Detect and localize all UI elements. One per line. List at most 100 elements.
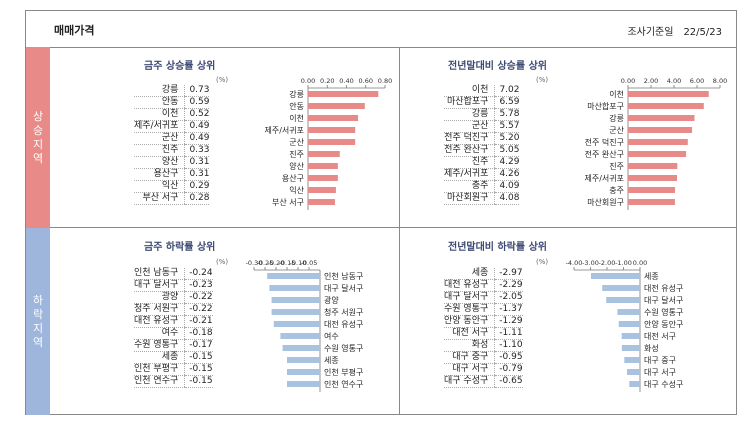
category-label: 마산합포구 xyxy=(587,101,624,111)
category-label: 여수 xyxy=(324,331,339,341)
table-row: 용산구 0.31 xyxy=(134,168,210,181)
bar xyxy=(269,285,320,291)
category-label: 양산 xyxy=(289,161,304,171)
category-label: 인천 남동구 xyxy=(324,271,363,281)
category-label: 대구 중구 xyxy=(644,356,676,365)
bar xyxy=(624,357,640,363)
category-label: 광양 xyxy=(324,295,339,305)
table-row: 군산 0.49 xyxy=(134,132,210,145)
rate-value: -0.15 xyxy=(184,363,213,376)
rate-value: 7.02 xyxy=(494,85,520,97)
panel-ytd-fall: 전년말대비 하락률 상위 (%) 세종 -2.97 대전 유성구 -2.29 대구 달서… xyxy=(400,228,736,415)
tick-label: 8.00 xyxy=(713,77,727,85)
table-row: 인천 남동구 -0.24 xyxy=(134,268,213,280)
region-name: 수원 영통구 xyxy=(134,339,185,352)
tick-label: -0.25 xyxy=(257,259,274,267)
bar xyxy=(602,285,640,291)
table-row: 충주 4.09 xyxy=(444,180,520,193)
category-label: 인천 연수구 xyxy=(324,379,363,389)
rate-value: 0.29 xyxy=(184,180,210,193)
bar xyxy=(308,199,335,205)
category-label: 제주/서귀포 xyxy=(585,173,625,183)
table-row: 대구 중구 -0.95 xyxy=(444,351,523,364)
region-name: 진주 xyxy=(444,156,495,169)
tick-label: -0.30 xyxy=(246,259,263,267)
category-label: 전주 덕진구 xyxy=(585,137,624,147)
table-row: 강릉 5.78 xyxy=(444,108,520,121)
table-row: 대구 서구 -0.79 xyxy=(444,363,523,376)
bar xyxy=(280,333,320,339)
table-row: 광양 -0.22 xyxy=(134,291,213,304)
bar xyxy=(628,175,677,181)
table-row: 대구 달서구 -2.05 xyxy=(444,291,523,304)
bar xyxy=(628,91,709,97)
region-name: 세종 xyxy=(134,351,185,364)
bar xyxy=(621,333,640,339)
tick-label: -0.10 xyxy=(290,259,307,267)
rate-value: -0.65 xyxy=(494,375,523,388)
region-name: 대구 달서구 xyxy=(444,291,495,304)
bar xyxy=(628,151,687,157)
tick-label: -0.15 xyxy=(279,259,296,267)
rate-value: 5.20 xyxy=(494,132,520,145)
tick-label: -2.00 xyxy=(599,259,616,267)
category-label: 진주 xyxy=(289,149,304,159)
rate-value: 5.78 xyxy=(494,108,520,121)
rate-value: 5.05 xyxy=(494,144,520,157)
region-name: 부산 서구 xyxy=(134,192,185,205)
table-row: 수원 영통구 -0.17 xyxy=(134,339,213,352)
table-row: 세종 -0.15 xyxy=(134,351,213,364)
table-row: 화성 -1.10 xyxy=(444,339,523,352)
category-label: 충주 xyxy=(609,186,624,195)
unit-label: (%) xyxy=(536,258,549,266)
data-table: 인천 남동구 -0.24 대구 달서구 -0.23 광양 -0.22 청주 서원구 -0.22… xyxy=(134,268,213,388)
bar xyxy=(287,369,320,375)
tick-label: 6.00 xyxy=(690,77,704,85)
table-row: 인천 부평구 -0.15 xyxy=(134,363,213,376)
rate-value: -1.11 xyxy=(494,327,523,340)
bar xyxy=(287,381,320,387)
table-row: 인천 연수구 -0.15 xyxy=(134,375,213,388)
table-row: 전주 덕진구 5.20 xyxy=(444,132,520,145)
rate-value: -0.23 xyxy=(184,279,213,292)
tick-label: -0.20 xyxy=(268,259,285,267)
table-row: 제주/서귀포 0.49 xyxy=(134,120,210,133)
region-name: 화성 xyxy=(444,339,495,352)
table-row: 마산회원구 4.08 xyxy=(444,192,520,205)
panel-title: 전년말대비 상승률 상위 xyxy=(448,61,547,72)
tick-label: -4.00 xyxy=(566,259,583,267)
category-label: 대구 달서구 xyxy=(324,284,363,293)
rate-value: 0.33 xyxy=(184,144,210,157)
category-label: 대구 달서구 xyxy=(644,296,683,305)
category-label: 안동 xyxy=(289,101,304,111)
region-name: 안동 xyxy=(134,96,185,109)
category-label: 청주 서원구 xyxy=(324,308,363,317)
bar xyxy=(308,151,340,157)
rate-value: -0.22 xyxy=(184,291,213,304)
panel-weekly-rise: 금주 상승률 상위 (%) 강릉 0.73 안동 0.59 이천 0.52 제주/서귀포 0.… xyxy=(50,47,400,228)
rate-value: 0.28 xyxy=(184,192,210,205)
table-row: 익산 0.29 xyxy=(134,180,210,193)
region-name: 세종 xyxy=(444,268,495,280)
region-name: 제주/서귀포 xyxy=(444,168,495,181)
survey-date-label: 조사기준일 xyxy=(627,27,674,38)
region-name: 대구 서구 xyxy=(444,363,495,376)
category-label: 익산 xyxy=(289,185,304,195)
rate-value: -2.97 xyxy=(494,268,523,280)
table-row: 대전 서구 -1.11 xyxy=(444,327,523,340)
table-row: 진주 4.29 xyxy=(444,156,520,169)
region-name: 군산 xyxy=(134,132,185,145)
rate-value: -2.05 xyxy=(494,291,523,304)
category-label: 대구 수성구 xyxy=(644,380,683,389)
rate-value: 4.29 xyxy=(494,156,520,169)
bar xyxy=(606,297,640,303)
data-table: 세종 -2.97 대전 유성구 -2.29 대구 달서구 -2.05 수원 영통구 -1.37… xyxy=(444,268,523,388)
rate-value: 6.59 xyxy=(494,96,520,109)
bar xyxy=(628,103,704,109)
rate-value: 0.73 xyxy=(184,85,210,97)
category-label: 수원 영통구 xyxy=(324,343,363,353)
